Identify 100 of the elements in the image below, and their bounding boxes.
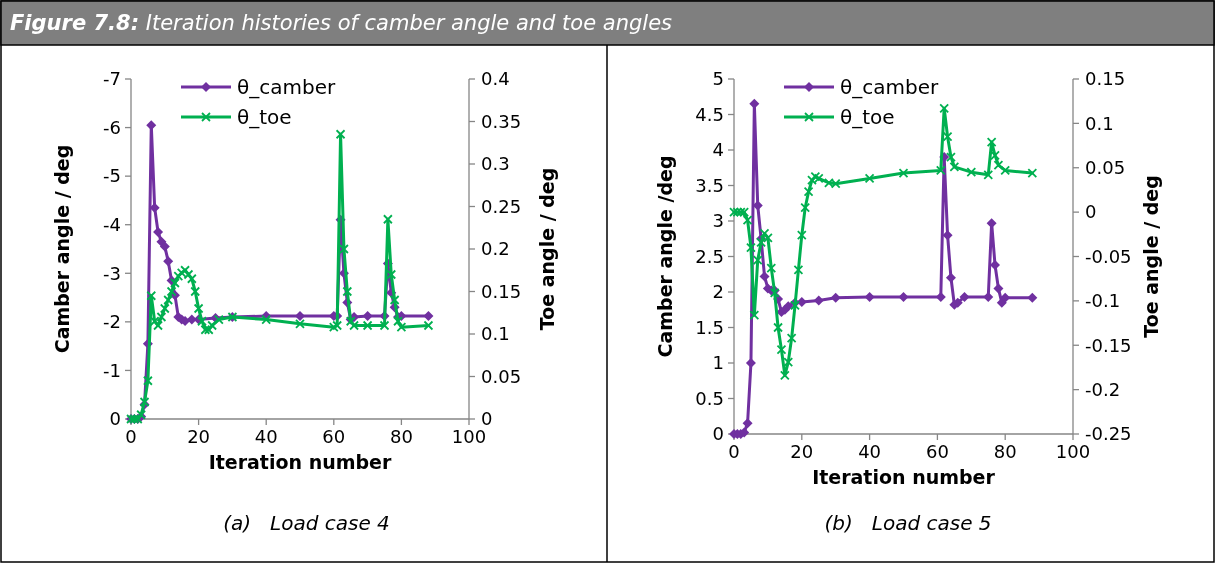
point xyxy=(159,303,170,314)
point xyxy=(993,283,1004,294)
legend-label: θ_toe xyxy=(840,105,895,129)
point xyxy=(170,278,180,288)
point xyxy=(942,131,953,142)
point xyxy=(146,290,157,301)
y-axis-title: Camber angle /deg xyxy=(654,155,676,358)
y2-tick-label: 0.05 xyxy=(1085,157,1126,179)
point xyxy=(190,286,201,297)
point xyxy=(143,375,153,386)
point xyxy=(423,320,434,331)
point xyxy=(779,370,790,381)
x-tick-label: 20 xyxy=(790,441,814,462)
point xyxy=(990,150,1000,161)
point xyxy=(1027,292,1038,303)
x-tick-label: 60 xyxy=(925,441,949,462)
point xyxy=(803,186,814,197)
point xyxy=(193,303,204,314)
y2-tick-label: 0.1 xyxy=(1085,112,1114,134)
point xyxy=(830,292,841,303)
x-axis-title: Iteration number xyxy=(812,466,996,488)
y-tick-label: -4 xyxy=(103,214,121,236)
y2-tick-label: -0.05 xyxy=(1085,245,1132,267)
point xyxy=(813,295,824,306)
y2-axis-title: Toe angle / deg xyxy=(1140,175,1162,338)
x-tick-label: 60 xyxy=(322,426,346,447)
point xyxy=(898,168,909,178)
point xyxy=(379,320,390,331)
point xyxy=(153,227,164,237)
point xyxy=(382,214,393,225)
y2-tick-label: 0.3 xyxy=(481,153,510,175)
y-tick-label: 2 xyxy=(712,281,724,303)
point xyxy=(864,291,875,302)
point xyxy=(186,314,197,325)
point xyxy=(959,291,970,302)
y-tick-label: 1.5 xyxy=(695,316,724,338)
point xyxy=(328,322,339,333)
point xyxy=(756,237,767,248)
point xyxy=(800,202,811,213)
point xyxy=(197,316,207,327)
point xyxy=(746,242,756,253)
y2-tick-label: 0.05 xyxy=(481,365,522,387)
point xyxy=(339,244,349,254)
point xyxy=(793,264,804,275)
point xyxy=(342,286,353,297)
point xyxy=(335,129,346,140)
point xyxy=(362,320,373,331)
point xyxy=(949,161,960,172)
point xyxy=(295,318,305,329)
point xyxy=(759,228,770,239)
y-tick-label: 3.5 xyxy=(695,174,724,196)
legend-label: θ_camber xyxy=(840,75,939,99)
point xyxy=(1027,168,1038,178)
x-tick-label: 80 xyxy=(993,441,1017,462)
y-tick-label: -7 xyxy=(103,68,121,90)
point xyxy=(156,312,167,322)
point xyxy=(773,322,783,333)
y-tick-label: -2 xyxy=(103,311,121,333)
point xyxy=(993,160,1004,170)
point xyxy=(423,311,434,322)
x-tick-label: 40 xyxy=(858,441,882,462)
point xyxy=(362,311,373,322)
y2-axis-title: Toe angle / deg xyxy=(536,167,558,331)
point xyxy=(749,98,760,109)
point xyxy=(295,311,305,322)
y-tick-label: -6 xyxy=(103,116,121,138)
y-tick-label: 3 xyxy=(712,210,724,232)
x-tick-label: 0 xyxy=(728,441,740,462)
y-tick-label: 2.5 xyxy=(695,245,724,267)
y2-tick-label: 0 xyxy=(1085,201,1097,223)
y-tick-label: -1 xyxy=(103,359,121,381)
point xyxy=(990,260,1001,271)
text: (b) Load case 5 xyxy=(824,511,992,535)
point xyxy=(386,269,397,280)
point xyxy=(783,301,794,312)
y-tick-label: 1 xyxy=(712,352,724,374)
x-axis-title: Iteration number xyxy=(208,451,392,473)
point xyxy=(186,273,197,284)
x-tick-label: 0 xyxy=(125,426,137,447)
text: (a) Load case 4 xyxy=(223,511,390,535)
point xyxy=(983,169,994,180)
point xyxy=(745,358,756,368)
point xyxy=(396,322,407,333)
point xyxy=(389,295,400,305)
point xyxy=(742,418,753,429)
point xyxy=(1000,165,1011,176)
point xyxy=(742,215,753,226)
y2-tick-label: -0.2 xyxy=(1085,378,1121,400)
point xyxy=(783,357,794,368)
x-tick-label: 80 xyxy=(389,426,413,447)
y-tick-label: 0 xyxy=(109,408,121,430)
y2-tick-label: 0.35 xyxy=(481,110,522,132)
point xyxy=(942,230,953,241)
point xyxy=(759,271,770,282)
point xyxy=(153,320,163,331)
point xyxy=(776,344,787,355)
point xyxy=(796,230,807,241)
y2-tick-label: 0.15 xyxy=(1085,68,1126,90)
point xyxy=(393,316,403,327)
point xyxy=(163,295,174,305)
